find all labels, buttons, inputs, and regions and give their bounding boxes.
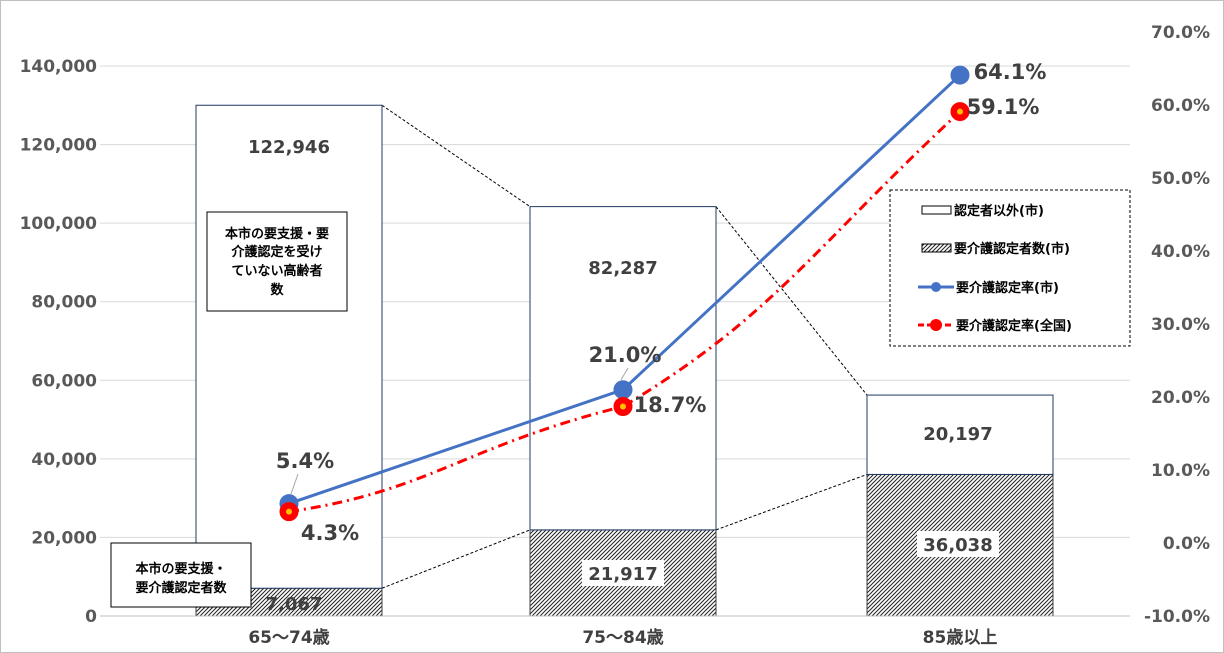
y-axis-right: -10.0% 0.0% 10.0% 20.0% 30.0% 40.0% 50.0% 60.0%… — [1144, 23, 1210, 627]
bar-value-label-recognized: 36,038 — [923, 535, 992, 556]
y-right-tick-label: 40.0% — [1151, 242, 1210, 262]
legend-label-city-rate: 要介護認定率(市) — [956, 280, 1059, 296]
note-unrecognized-line-1: 本市の要支援・要 — [225, 226, 329, 242]
connector-mid — [381, 529, 531, 589]
y-left-tick-label: 0 — [85, 607, 97, 627]
label-leader — [290, 473, 299, 495]
y-right-tick-label: 50.0% — [1151, 169, 1210, 189]
legend: 認定者以外(市) 要介護認定者数(市) 要介護認定率(市) 要介護認定率(全国) — [889, 189, 1131, 347]
y-left-tick-label: 60,000 — [31, 371, 97, 391]
y-left-tick-label: 100,000 — [20, 214, 98, 234]
legend-marker-national — [930, 319, 942, 331]
rate-label-city: 64.1% — [974, 60, 1047, 84]
y-right-tick-label: 20.0% — [1151, 388, 1210, 408]
rate-label-city: 5.4% — [276, 449, 334, 473]
label-leader — [620, 367, 629, 381]
y-right-tick-label: 0.0% — [1163, 534, 1210, 554]
note-recognized-line-1: 本市の要支援・ — [135, 561, 226, 577]
note-unrecognized-line-2: 介護認定を受け — [230, 244, 322, 260]
note-unrecognized-line-4: 数 — [270, 282, 284, 298]
connector-mid — [715, 473, 868, 531]
note-recognized: 本市の要支援・ 要介護認定者数 — [110, 542, 252, 608]
y-left-tick-label: 80,000 — [31, 293, 97, 313]
legend-label-recognized: 要介護認定者数(市) — [954, 241, 1070, 257]
bar-label-bg — [582, 560, 664, 586]
point-city-rate — [950, 65, 970, 85]
rate-lines: 5.4% 21.0% 64.1% 4.3% 18.7% 59.1% — [276, 60, 1047, 545]
rate-label-national: 4.3% — [301, 521, 359, 545]
legend-swatch-recognized — [921, 243, 952, 253]
x-category-label: 85歳以上 — [923, 627, 998, 648]
bar-value-label-recognized: 7,067 — [266, 594, 323, 615]
y-right-tick-label: 10.0% — [1151, 461, 1210, 481]
y-left-tick-label: 40,000 — [31, 450, 97, 470]
note-unrecognized: 本市の要支援・要 介護認定を受け ていない高齢者 数 — [206, 211, 348, 312]
note-unrecognized-line-3: ていない高齢者 — [231, 263, 322, 279]
point-city-rate — [613, 380, 633, 400]
note-recognized-line-2: 要介護認定者数 — [135, 580, 227, 596]
x-category-label: 65～74歳 — [248, 627, 329, 648]
y-left-tick-label: 20,000 — [31, 528, 97, 548]
bar-label-bg — [917, 531, 999, 557]
bar-unrecognized — [866, 394, 1054, 475]
bar-value-label-unrecognized: 20,197 — [923, 424, 992, 445]
legend-swatch-unrecognized — [921, 205, 952, 215]
y-axis-left: 0 20,000 40,000 60,000 80,000 100,000 120,000 1… — [20, 57, 98, 627]
y-right-tick-label: -10.0% — [1144, 607, 1210, 627]
bar-unrecognized — [529, 206, 717, 531]
y-right-tick-label: 60.0% — [1151, 96, 1210, 116]
legend-label-unrecognized: 認定者以外(市) — [954, 203, 1044, 219]
legend-label-national-rate: 要介護認定率(全国) — [956, 318, 1072, 334]
connector-top — [715, 206, 868, 396]
line-national-rate — [288, 110, 962, 514]
bar-value-label-unrecognized: 122,946 — [248, 137, 330, 158]
point-national-rate-dot — [957, 108, 963, 115]
bar-value-label-recognized: 21,917 — [588, 564, 657, 585]
legend-marker-city — [931, 282, 941, 292]
y-right-tick-label: 70.0% — [1151, 23, 1210, 43]
y-left-tick-label: 140,000 — [20, 57, 98, 77]
bar-value-label-unrecognized: 82,287 — [588, 258, 657, 279]
x-category-label: 75～84歳 — [582, 627, 663, 648]
x-axis: 65～74歳 75～84歳 85歳以上 — [100, 615, 1130, 648]
connector-lines — [381, 104, 868, 589]
y-right-tick-label: 30.0% — [1151, 315, 1210, 335]
point-national-rate-dot — [620, 403, 626, 410]
rate-label-national: 59.1% — [967, 95, 1040, 119]
rate-label-national: 18.7% — [634, 393, 707, 417]
y-left-tick-label: 120,000 — [20, 136, 98, 156]
bars: 7,067 122,946 21,917 82,287 36,038 20,197 — [195, 104, 1054, 617]
point-national-rate-dot — [286, 508, 292, 515]
rate-label-city: 21.0% — [589, 343, 662, 367]
